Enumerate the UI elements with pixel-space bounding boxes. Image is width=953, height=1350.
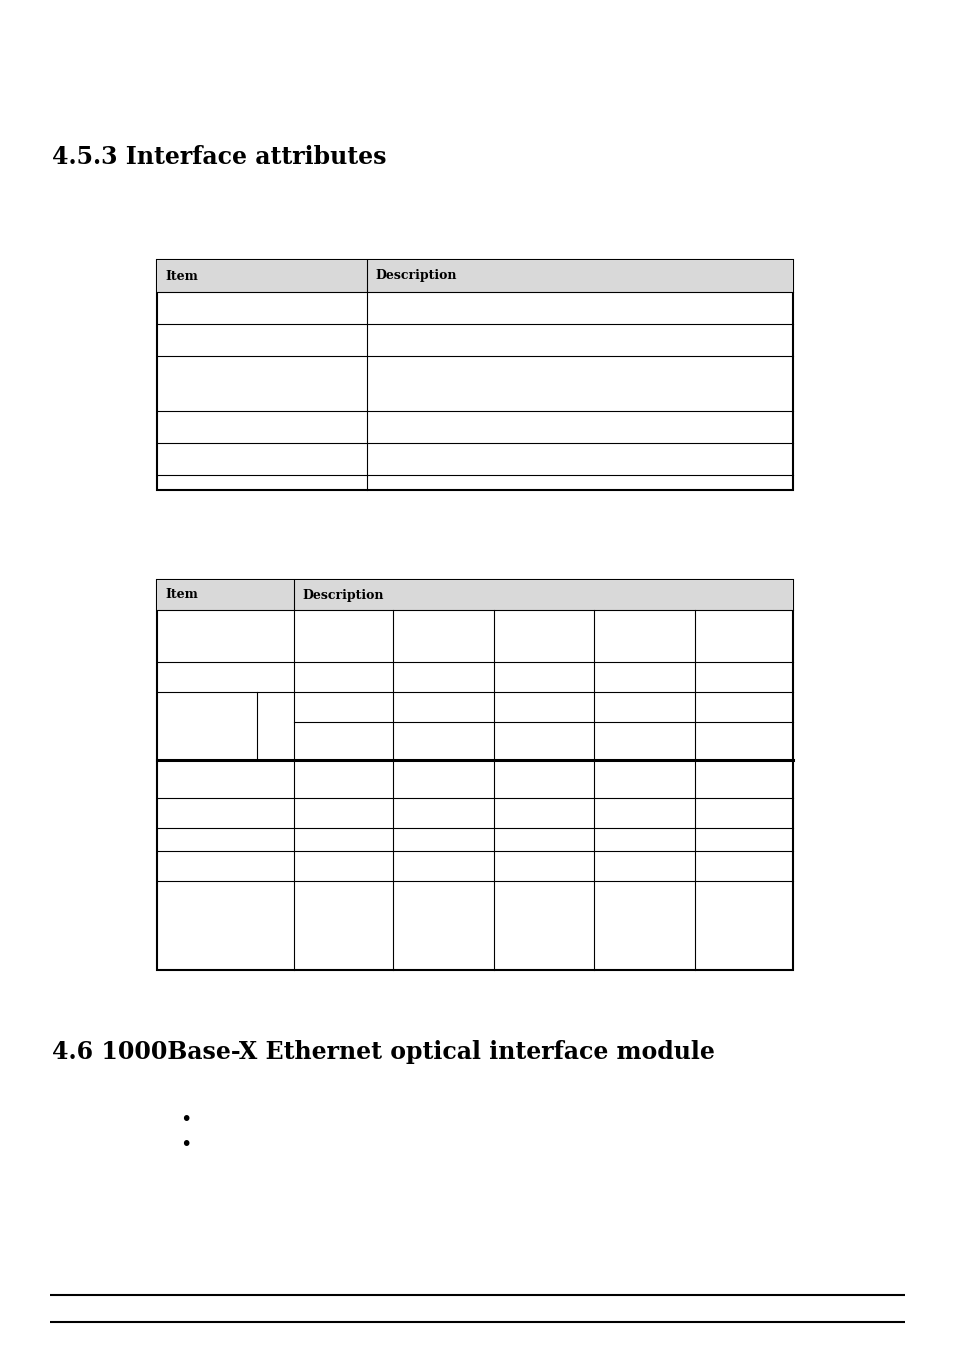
Text: Description: Description bbox=[375, 270, 456, 282]
Bar bbox=[157, 261, 792, 490]
Text: 4.6 1000Base-X Ethernet optical interface module: 4.6 1000Base-X Ethernet optical interfac… bbox=[52, 1040, 714, 1064]
Text: Item: Item bbox=[165, 270, 197, 282]
Text: Description: Description bbox=[302, 589, 383, 602]
Bar bbox=[157, 580, 792, 971]
Bar bbox=[157, 261, 792, 292]
Text: •: • bbox=[180, 1110, 192, 1129]
Bar bbox=[157, 580, 792, 610]
Text: •: • bbox=[180, 1135, 192, 1154]
Text: Item: Item bbox=[165, 589, 197, 602]
Text: 4.5.3 Interface attributes: 4.5.3 Interface attributes bbox=[52, 144, 386, 169]
